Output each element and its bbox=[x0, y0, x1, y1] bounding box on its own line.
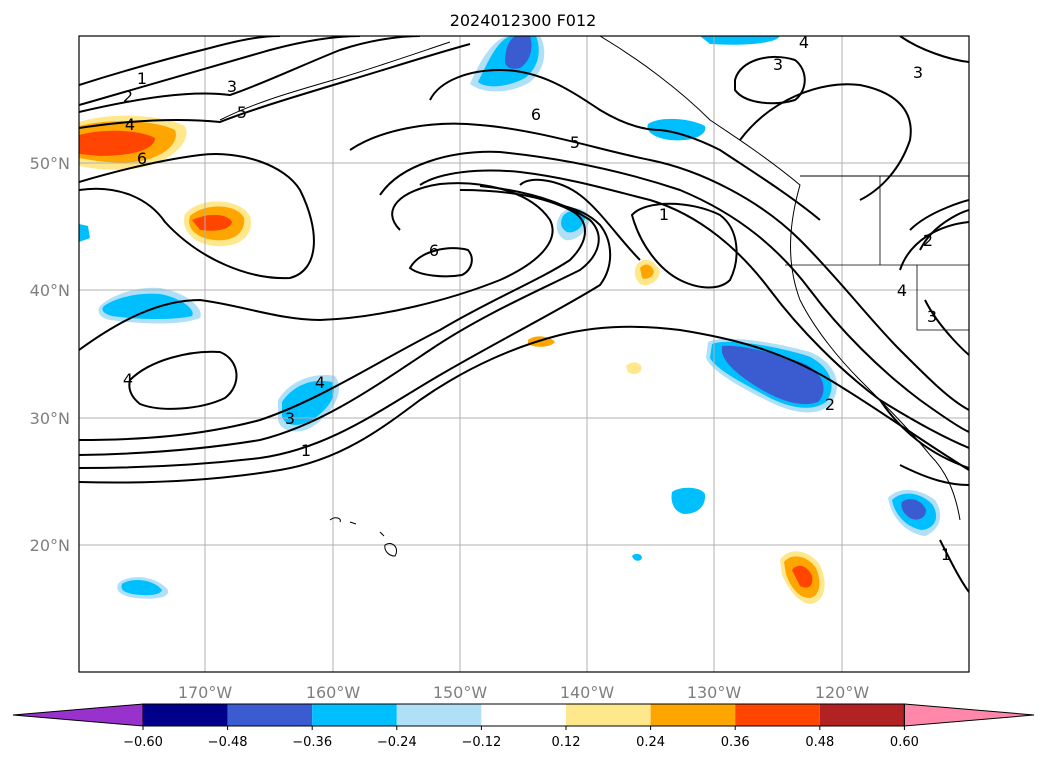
height-contours bbox=[79, 36, 969, 593]
colorbar-frame bbox=[142, 703, 905, 727]
gridlines bbox=[79, 36, 969, 672]
lon-label-140w: 140°W bbox=[560, 683, 615, 702]
contour-label: 6 bbox=[531, 105, 541, 124]
map-title: 2024012300 F012 bbox=[450, 11, 597, 30]
contour-label: 4 bbox=[897, 281, 907, 300]
lat-label-50n: 50°N bbox=[30, 154, 70, 173]
colorbar-segment bbox=[566, 704, 651, 726]
colorbar-tick-label: 0.60 bbox=[890, 735, 919, 750]
warm-anomaly-sw-core bbox=[792, 565, 813, 588]
map-area: 1 2 3 4 5 6 6 5 1 6 4 4 3 1 3 4 3 2 4 3 … bbox=[79, 33, 969, 672]
warm-anomaly-170w-core bbox=[192, 214, 232, 231]
lon-label-170w: 170°W bbox=[178, 683, 233, 702]
warm-anomaly-136w-inner bbox=[640, 264, 654, 279]
contour-label: 4 bbox=[125, 115, 135, 134]
warm-anomaly-136w-2 bbox=[626, 362, 642, 375]
colorbar-tick-label: −0.36 bbox=[292, 735, 332, 750]
contour-label: 3 bbox=[773, 55, 783, 74]
colorbar-tick-label: 0.48 bbox=[805, 735, 834, 750]
cold-anomaly-baja-core bbox=[901, 499, 926, 520]
lon-label-120w: 120°W bbox=[815, 683, 870, 702]
contour-label: 1 bbox=[301, 441, 311, 460]
cold-anomaly-w130-core bbox=[722, 345, 824, 405]
lon-label-150w: 150°W bbox=[433, 683, 488, 702]
lat-labels: 50°N 40°N 30°N 20°N bbox=[30, 154, 70, 555]
colorbar-tick-label: −0.24 bbox=[377, 735, 417, 750]
contour-label: 3 bbox=[227, 77, 237, 96]
contour-label: 6 bbox=[429, 241, 439, 260]
colorbar: −0.60 −0.48 −0.36 −0.24 −0.12 0.12 0.24 0.36 0.4… bbox=[12, 703, 1035, 750]
contour-label: 4 bbox=[123, 370, 133, 389]
lon-label-130w: 130°W bbox=[687, 683, 742, 702]
cold-anomaly-edge bbox=[79, 224, 90, 242]
lat-label-20n: 20°N bbox=[30, 536, 70, 555]
cold-anomaly-w175-inner bbox=[102, 293, 193, 319]
contour-label: 2 bbox=[123, 87, 133, 106]
contour-label: 1 bbox=[137, 69, 147, 88]
cold-anomaly-top-core bbox=[505, 36, 532, 69]
cold-anomaly-gulf bbox=[647, 118, 706, 141]
cold-anomaly-sw-inner bbox=[121, 580, 162, 596]
contour-label: 4 bbox=[315, 373, 325, 392]
contour-label: 5 bbox=[570, 133, 580, 152]
contour-label: 3 bbox=[913, 63, 923, 82]
colorbar-extend-low bbox=[12, 703, 144, 727]
contour-label: 6 bbox=[137, 149, 147, 168]
contour-label: 1 bbox=[941, 545, 951, 564]
cold-anomaly-tiny bbox=[632, 553, 642, 561]
contour-label: 5 bbox=[237, 103, 247, 122]
colorbar-tick-label: −0.48 bbox=[208, 735, 248, 750]
colorbar-segment bbox=[481, 704, 566, 726]
colorbar-tick-label: −0.12 bbox=[461, 735, 501, 750]
colorbar-segment bbox=[227, 704, 313, 726]
colorbar-segment bbox=[735, 704, 820, 726]
contour-label: 4 bbox=[799, 33, 809, 52]
contour-label: 2 bbox=[825, 395, 835, 414]
lat-label-40n: 40°N bbox=[30, 281, 70, 300]
contour-label: 2 bbox=[923, 231, 933, 250]
colorbar-extend-high bbox=[903, 703, 1035, 727]
cold-anomaly-160w-inner bbox=[282, 380, 334, 425]
cold-anomaly-dot1 bbox=[671, 487, 706, 514]
contour-label: 3 bbox=[927, 307, 937, 326]
contour-label: 1 bbox=[659, 205, 669, 224]
lon-label-160w: 160°W bbox=[306, 683, 361, 702]
colorbar-segment bbox=[396, 704, 482, 726]
map-frame bbox=[78, 35, 970, 673]
colorbar-segment bbox=[312, 704, 397, 726]
colorbar-segment bbox=[819, 704, 905, 726]
contour-labels: 1 2 3 4 5 6 6 5 1 6 4 4 3 1 3 4 3 2 4 3 … bbox=[123, 33, 951, 564]
colorbar-tick-label: 0.36 bbox=[721, 735, 750, 750]
colorbar-tick-label: 0.12 bbox=[552, 735, 581, 750]
colorbar-tick-label: 0.24 bbox=[636, 735, 665, 750]
colorbar-segment bbox=[650, 704, 736, 726]
map-background bbox=[79, 36, 969, 672]
colorbar-tick-label: −0.60 bbox=[123, 735, 163, 750]
contour-label: 3 bbox=[285, 409, 295, 428]
colorbar-segment bbox=[143, 704, 228, 726]
coastlines bbox=[219, 36, 969, 557]
cold-anomaly-top2 bbox=[700, 36, 780, 45]
lon-labels: 170°W 160°W 150°W 140°W 130°W 120°W bbox=[178, 683, 870, 702]
warm-anomaly-nw-core bbox=[79, 130, 155, 156]
lat-label-30n: 30°N bbox=[30, 409, 70, 428]
anomaly-fills bbox=[79, 36, 941, 604]
